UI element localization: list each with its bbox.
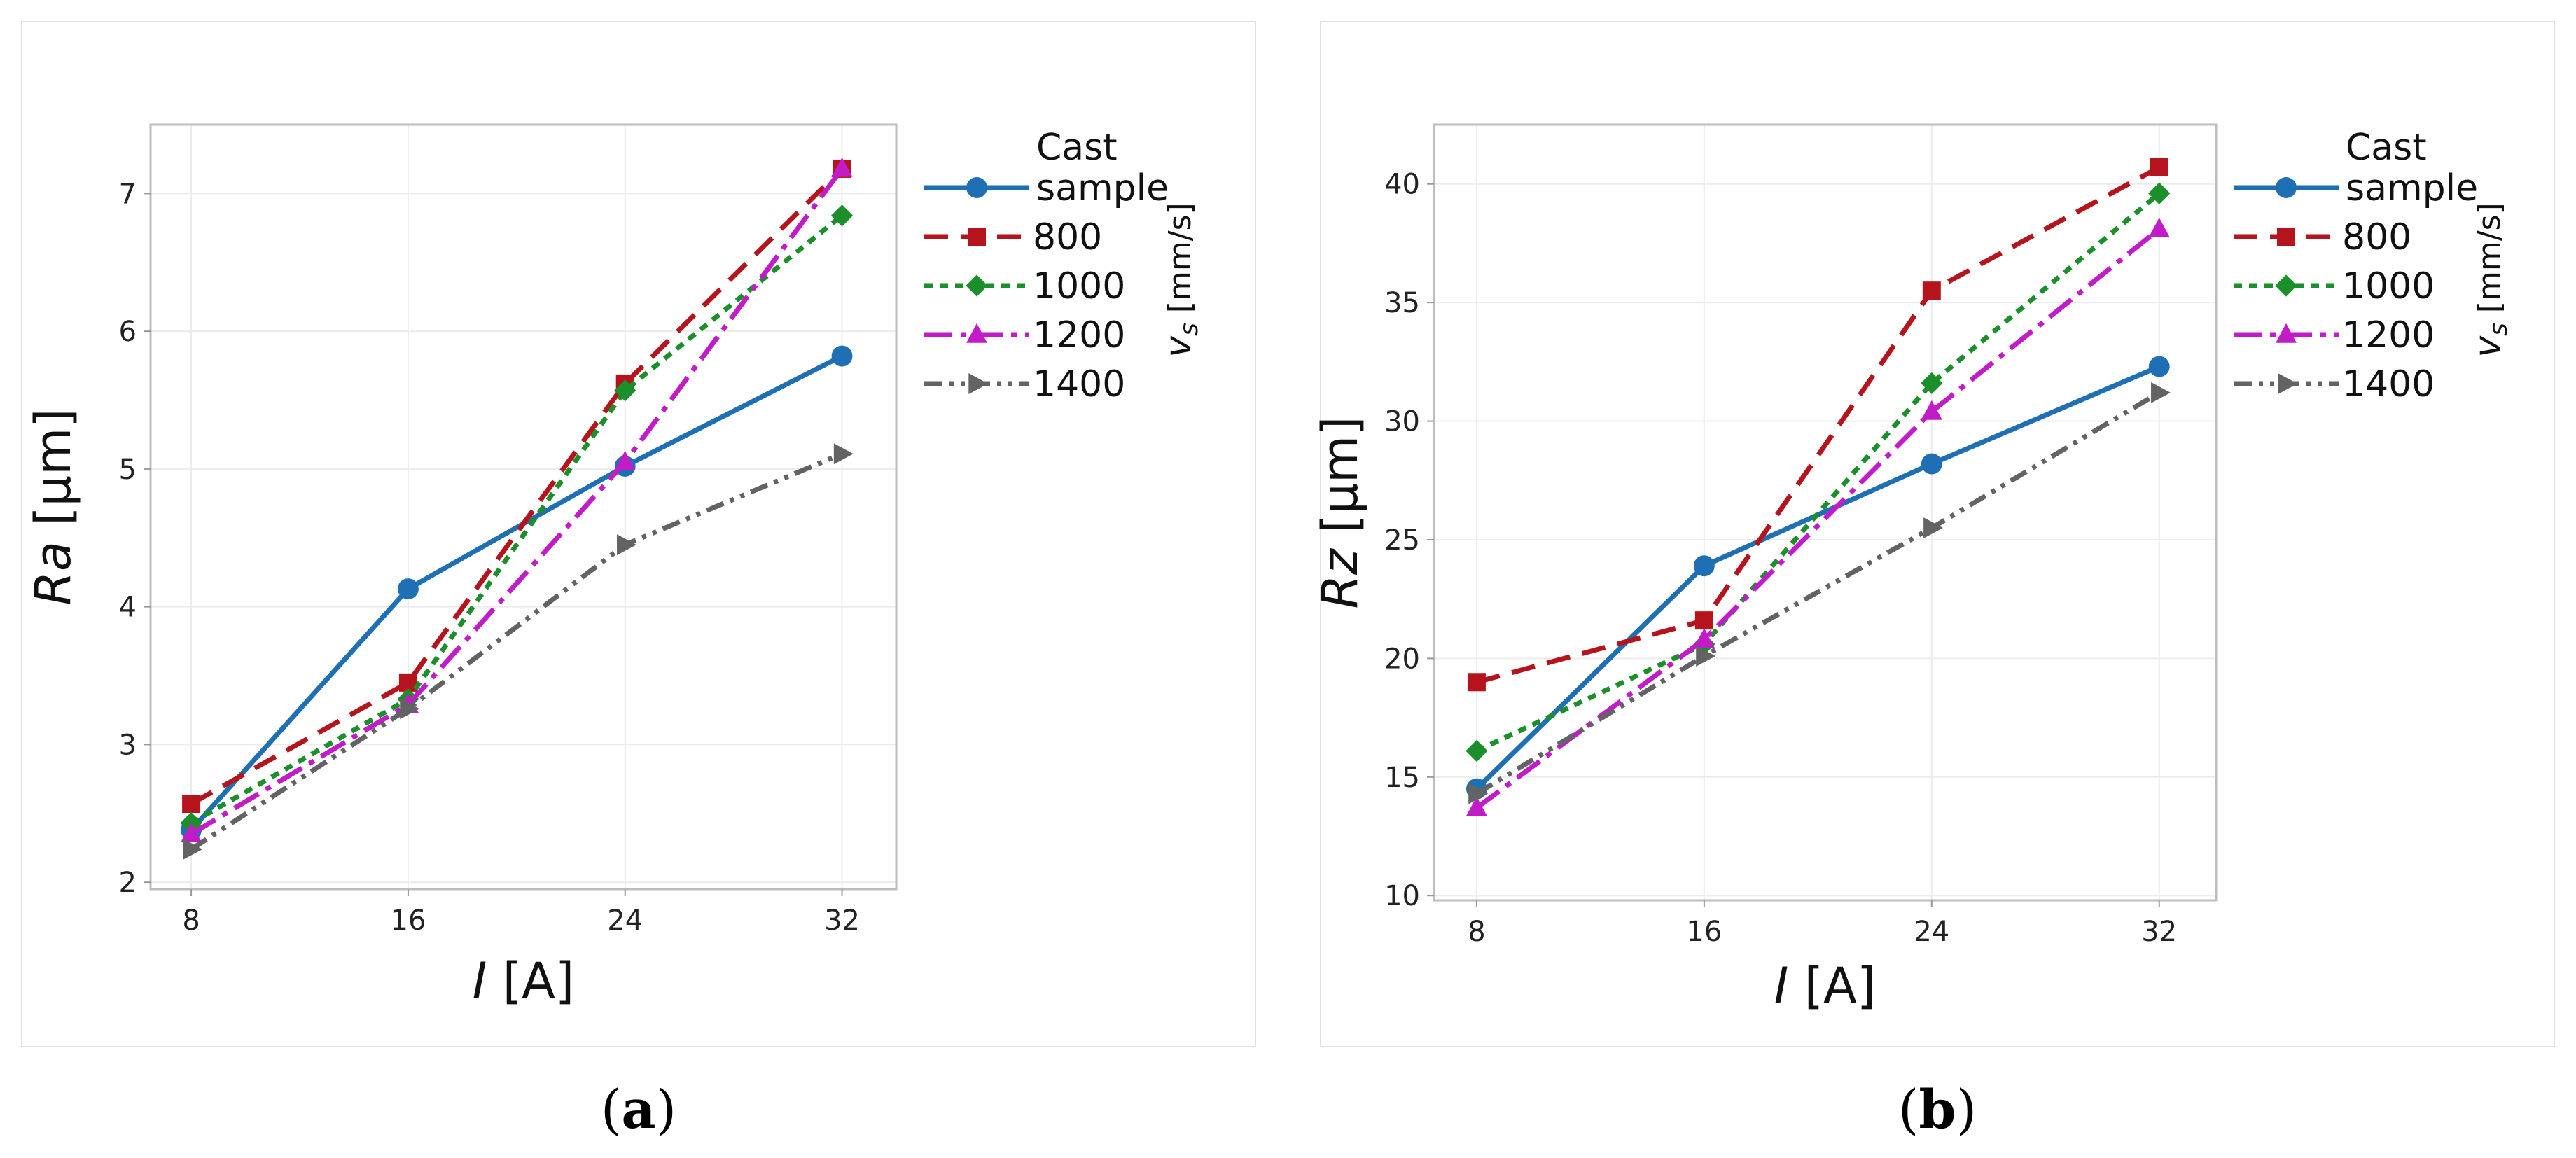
x-tick-label-a-3: 32: [824, 905, 860, 937]
series-line-a-2: [190, 214, 844, 825]
series-point-b-2-0: [1465, 739, 1488, 762]
series-point-b-0-3: [2148, 356, 2170, 377]
legend-marker-a-1: [968, 228, 986, 246]
series-point-b-4-1: [1696, 646, 1716, 667]
y-tick-label-b-3: 25: [1384, 524, 1420, 557]
series-point-b-1-2: [1922, 281, 1941, 300]
legend-label-b-3: 1200: [2342, 314, 2435, 356]
y-tick-label-a-0: 2: [119, 867, 137, 899]
y-axis-title-a: Ra [µm]: [25, 408, 82, 605]
legend-marker-a-3: [966, 323, 987, 343]
legend-marker-b-4: [2278, 373, 2298, 394]
series-line-a-3: [190, 167, 844, 837]
legend-marker-a-2: [966, 274, 988, 297]
series-point-b-3-3: [2148, 217, 2170, 237]
legend-label-b-0-line1: Cast: [2346, 127, 2427, 169]
series-point-b-4-3: [2151, 382, 2171, 403]
series-line-a-4: [190, 452, 843, 851]
y-tick-label-b-4: 30: [1384, 406, 1420, 438]
series-point-a-0-3: [831, 345, 853, 367]
series-point-a-3-3: [831, 157, 853, 177]
legend-marker-a-4: [968, 373, 989, 394]
series-point-a-3-0: [181, 823, 202, 842]
series-line-b-3: [1475, 227, 2161, 810]
x-tick-label-a-1: 16: [390, 905, 426, 937]
x-axis-title-a: I [A]: [473, 952, 574, 1010]
series-point-b-2-3: [2148, 182, 2171, 204]
x-axis-title-b: I [A]: [1774, 957, 1876, 1014]
x-tick-label-b-0: 8: [1468, 916, 1485, 948]
series-point-a-4-2: [617, 534, 636, 556]
y-axis-title-b: Rz [µm]: [1311, 417, 1369, 609]
series-point-b-4-0: [1468, 783, 1489, 804]
plot-frame-a: [149, 123, 898, 891]
legend-label-a-0-line1: Cast: [1036, 127, 1118, 169]
legend-label-b-1: 800: [2342, 216, 2411, 258]
plot-frame-b: [1433, 123, 2218, 902]
series-point-a-4-3: [833, 443, 854, 465]
legend-marker-b-2: [2275, 274, 2297, 297]
legend-marker-b-3: [2276, 323, 2297, 343]
legend-label-b-2: 1000: [2342, 265, 2435, 307]
series-point-a-4-0: [183, 838, 203, 860]
y-tick-label-a-3: 5: [119, 454, 137, 486]
series-point-b-3-1: [1693, 628, 1715, 648]
panel-label-a: (a): [600, 1078, 677, 1140]
legend-label-a-0-line2: sample: [1036, 167, 1169, 209]
y-tick-label-b-5: 35: [1384, 287, 1420, 319]
legend-label-a-4: 1400: [1033, 363, 1125, 405]
panel-a-frame: [21, 21, 1256, 1047]
y-tick-label-a-4: 6: [119, 316, 137, 348]
series-point-b-1-3: [2150, 158, 2168, 176]
legend-marker-a-0: [966, 177, 987, 198]
legend-marker-b-0: [2276, 177, 2297, 198]
y-tick-label-b-0: 10: [1384, 880, 1420, 912]
y-tick-label-b-6: 40: [1384, 169, 1420, 201]
legend-label-a-2: 1000: [1033, 265, 1125, 307]
legend-title-b: vs [mm/s]: [2467, 202, 2513, 357]
series-line-b-2: [1475, 191, 2161, 753]
chart-b: 8 16 24 32 10 15 20 25 30 35 40 I [A] Rz [µm] Castsam…: [1311, 123, 2513, 1014]
x-tick-label-a-2: 24: [607, 905, 643, 937]
series-point-a-2-3: [830, 204, 854, 227]
series-line-b-0: [1475, 364, 2161, 791]
series-line-b-1: [1476, 165, 2161, 685]
series-point-a-1-0: [182, 795, 201, 814]
y-tick-label-b-2: 20: [1384, 643, 1420, 675]
legend-label-a-1: 800: [1033, 216, 1102, 258]
series-point-a-3-2: [614, 450, 636, 470]
panel-b-frame: [1320, 21, 2555, 1047]
legend-label-a-3: 1200: [1033, 314, 1125, 356]
x-tick-label-b-2: 24: [1914, 916, 1949, 948]
legend-marker-b-1: [2277, 228, 2295, 246]
series-point-a-4-1: [400, 698, 420, 720]
series-line-a-1: [190, 167, 844, 807]
series-line-a-0: [189, 354, 844, 832]
series-point-b-3-0: [1465, 796, 1487, 816]
series-line-b-4: [1475, 390, 2161, 796]
series-point-b-3-2: [1921, 400, 1942, 420]
series-point-a-0-1: [397, 578, 419, 600]
series-point-b-0-2: [1921, 453, 1942, 475]
y-tick-label-a-1: 3: [119, 729, 137, 761]
legend-label-b-0-line2: sample: [2346, 167, 2478, 209]
series-point-a-2-2: [614, 379, 636, 402]
legend-title-a: vs [mm/s]: [1157, 202, 1204, 357]
x-tick-label-b-3: 32: [2141, 916, 2177, 948]
y-tick-label-a-2: 4: [119, 592, 137, 624]
y-tick-label-b-1: 15: [1384, 762, 1420, 794]
series-point-b-0-1: [1693, 555, 1715, 577]
series-point-b-4-2: [1923, 517, 1944, 538]
y-tick-label-a-5: 7: [119, 178, 137, 210]
x-tick-label-a-0: 8: [182, 905, 200, 937]
legend-label-b-4: 1400: [2342, 363, 2435, 405]
x-tick-label-b-1: 16: [1686, 916, 1722, 948]
panel-label-b: (b): [1898, 1078, 1977, 1140]
series-point-b-1-0: [1467, 673, 1486, 692]
series-point-b-2-2: [1921, 372, 1943, 394]
series-point-b-1-1: [1694, 611, 1713, 630]
